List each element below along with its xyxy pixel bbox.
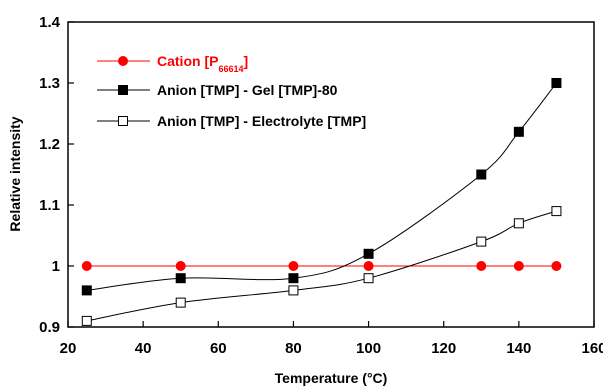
series-0-point-6 xyxy=(551,261,562,271)
series-2-point-0 xyxy=(81,315,92,326)
series-0-point-3 xyxy=(363,261,374,271)
series-layer xyxy=(81,78,562,326)
series-2-point-5 xyxy=(513,218,524,229)
legend: Cation [P66614] Anion [TMP] - Gel [TMP]-8… xyxy=(97,53,366,129)
series-0-point-0 xyxy=(81,261,92,271)
legend-marker-0 xyxy=(118,56,128,66)
series-0 xyxy=(81,261,562,271)
series-1 xyxy=(81,78,562,296)
legend-label-1: Anion [TMP] - Gel [TMP]-80 xyxy=(157,82,338,98)
y-tick-label-2: 1.1 xyxy=(39,197,60,214)
legend-marker-2 xyxy=(118,116,128,126)
x-tick-label-1: 40 xyxy=(135,340,152,357)
series-0-point-5 xyxy=(513,261,524,271)
series-0-point-4 xyxy=(476,261,487,271)
series-1-point-5 xyxy=(513,126,524,137)
legend-label-1-main: Anion [TMP] - Gel [TMP]-80 xyxy=(157,82,338,98)
series-0-point-1 xyxy=(175,261,186,271)
x-tick-label-6: 140 xyxy=(506,340,531,357)
x-tick-label-2: 60 xyxy=(210,340,227,357)
series-2-point-4 xyxy=(476,236,487,247)
y-tick-label-4: 1.3 xyxy=(39,75,60,92)
series-1-point-3 xyxy=(363,248,374,259)
x-tick-label-7: 160 xyxy=(581,340,603,357)
legend-label-2-main: Anion [TMP] - Electrolyte [TMP] xyxy=(157,113,366,129)
series-0-point-2 xyxy=(288,261,299,271)
x-tick-label-3: 80 xyxy=(285,340,302,357)
legend-entry-2: Anion [TMP] - Electrolyte [TMP] xyxy=(97,113,366,129)
series-1-point-0 xyxy=(81,285,92,296)
legend-label-0-sub: 66614 xyxy=(218,64,243,74)
x-tick-label-5: 120 xyxy=(431,340,456,357)
legend-label-0: Cation [P66614] xyxy=(157,53,248,74)
axes: 20 40 60 80 100 120 140 160 0.9 1 1.1 1.2 1.3 1.4 xyxy=(39,14,603,357)
plot-frame xyxy=(67,21,595,328)
series-2 xyxy=(81,206,562,326)
legend-label-2: Anion [TMP] - Electrolyte [TMP] xyxy=(157,113,366,129)
x-axis-title: Temperature (°C) xyxy=(275,370,388,386)
y-tick-label-1: 1 xyxy=(52,258,60,275)
legend-label-0-main: Cation [P xyxy=(157,53,218,69)
y-tick-label-5: 1.4 xyxy=(39,14,61,31)
series-2-point-3 xyxy=(363,273,374,284)
legend-marker-1 xyxy=(118,85,128,95)
y-tick-label-0: 0.9 xyxy=(39,319,60,336)
series-2-point-1 xyxy=(175,297,186,308)
legend-entry-1: Anion [TMP] - Gel [TMP]-80 xyxy=(97,82,338,98)
x-tick-label-0: 20 xyxy=(60,340,77,357)
series-2-point-6 xyxy=(551,206,562,217)
series-1-point-6 xyxy=(551,78,562,88)
legend-entry-0: Cation [P66614] xyxy=(97,53,248,74)
y-axis-title: Relative intensity xyxy=(7,116,23,231)
y-tick-label-3: 1.2 xyxy=(39,136,60,153)
series-1-point-2 xyxy=(288,273,299,284)
legend-label-0-end: ] xyxy=(243,53,248,69)
series-2-point-2 xyxy=(288,285,299,296)
series-1-point-1 xyxy=(175,273,186,284)
series-1-point-4 xyxy=(476,169,487,180)
x-tick-label-4: 100 xyxy=(356,340,381,357)
